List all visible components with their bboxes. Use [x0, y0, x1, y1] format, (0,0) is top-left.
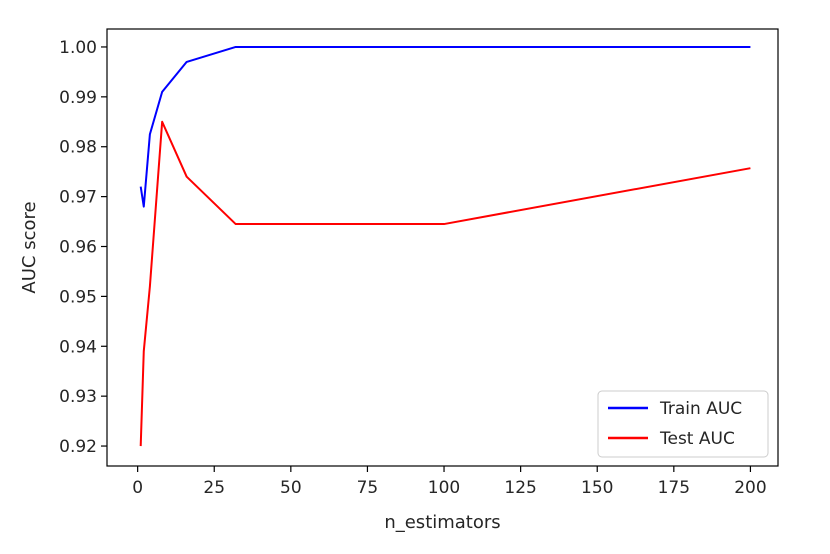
- y-tick-label: 0.97: [59, 188, 97, 208]
- x-tick-label: 75: [357, 478, 379, 498]
- y-tick-label: 0.95: [59, 287, 97, 307]
- y-tick-label: 0.94: [59, 337, 97, 357]
- y-tick-label: 0.96: [59, 238, 97, 258]
- x-tick-label: 0: [132, 478, 143, 498]
- x-axis-ticks: 0 25 50 75 100 125 150 175 200: [132, 466, 767, 498]
- y-axis-ticks: 0.92 0.93 0.94 0.95 0.96 0.97 0.98 0.99 1.00: [59, 38, 107, 457]
- y-tick-label: 1.00: [59, 38, 97, 58]
- x-tick-label: 175: [658, 478, 690, 498]
- y-tick-label: 0.93: [59, 387, 97, 407]
- y-tick-label: 0.99: [59, 88, 97, 108]
- legend-label-test: Test AUC: [659, 429, 735, 449]
- x-tick-label: 50: [280, 478, 302, 498]
- y-tick-label: 0.98: [59, 138, 97, 158]
- y-tick-label: 0.92: [59, 437, 97, 457]
- series-lines: [139, 45, 751, 447]
- legend-label-train: Train AUC: [659, 399, 742, 419]
- legend: Train AUC Test AUC: [597, 390, 769, 458]
- x-tick-label: 150: [581, 478, 613, 498]
- x-tick-label: 125: [504, 478, 536, 498]
- series-line-train-auc: [139, 45, 751, 208]
- x-tick-label: 100: [428, 478, 460, 498]
- x-tick-label: 200: [734, 478, 766, 498]
- x-axis-label: n_estimators: [384, 512, 500, 533]
- y-axis-label: AUC score: [19, 201, 40, 293]
- series-line-test-auc: [139, 120, 751, 447]
- x-tick-label: 25: [203, 478, 225, 498]
